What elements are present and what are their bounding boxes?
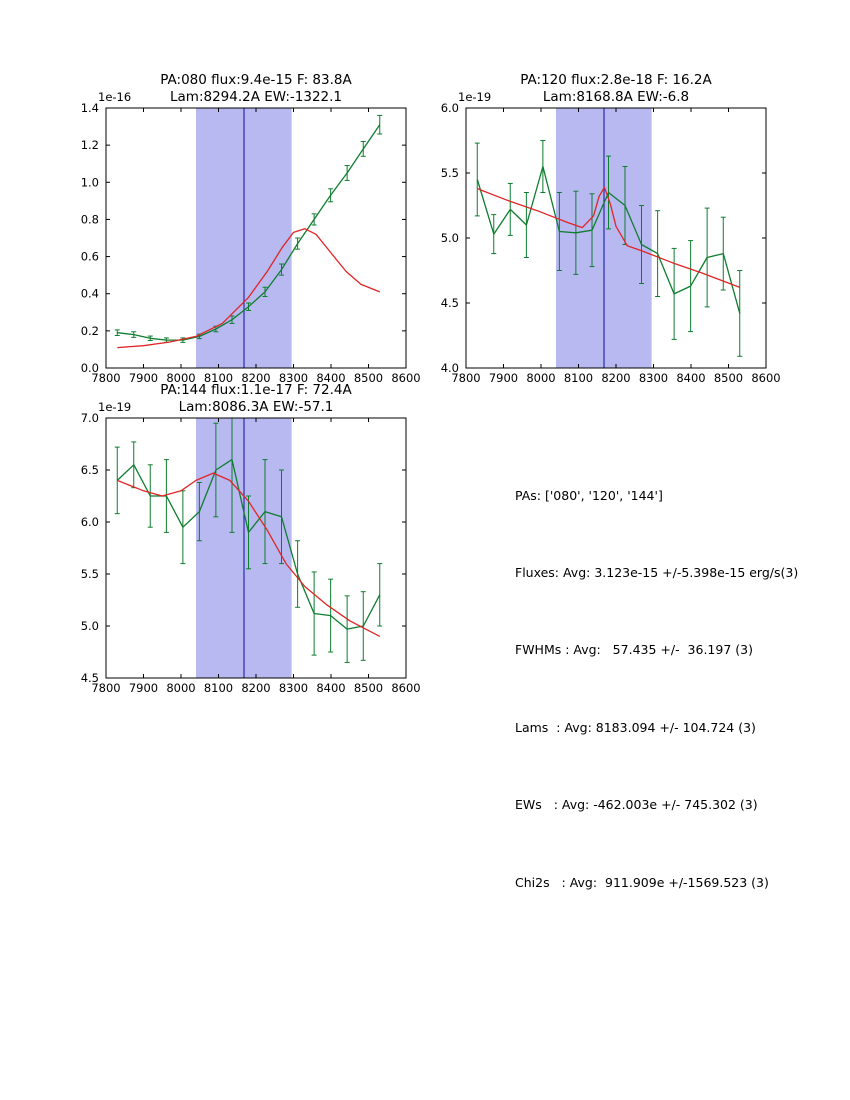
svg-text:8000: 8000 <box>526 371 555 385</box>
figure-pa080: PA:080 flux:9.4e-15 F: 83.8A Lam:8294.2A… <box>56 70 456 406</box>
figure-pa144: PA:144 flux:1.1e-17 F: 72.4A Lam:8086.3A… <box>56 380 456 716</box>
svg-text:1e-19: 1e-19 <box>458 90 491 104</box>
svg-text:8200: 8200 <box>241 681 270 695</box>
svg-text:8300: 8300 <box>639 371 668 385</box>
figure-pa144-title: PA:144 flux:1.1e-17 F: 72.4A Lam:8086.3A… <box>56 382 456 416</box>
svg-text:4.5: 4.5 <box>441 296 459 310</box>
svg-text:7800: 7800 <box>91 371 120 385</box>
stats-line-fwhms: FWHMs : Avg: 57.435 +/- 36.197 (3) <box>515 642 753 658</box>
figure-pa120-title: PA:120 flux:2.8e-18 F: 16.2A Lam:8168.8A… <box>416 72 816 106</box>
svg-text:8200: 8200 <box>241 371 270 385</box>
svg-text:5.0: 5.0 <box>441 231 459 245</box>
figure-pa120-title-line1: PA:120 flux:2.8e-18 F: 16.2A <box>520 72 712 88</box>
svg-text:8200: 8200 <box>601 371 630 385</box>
svg-text:8600: 8600 <box>391 681 420 695</box>
svg-text:7.0: 7.0 <box>81 411 99 425</box>
spectrum-plot-pa120: 7800 7900 8000 8100 8200 8300 8400 8500 8600 4.0 4… <box>441 90 781 385</box>
svg-text:7900: 7900 <box>129 681 158 695</box>
svg-text:8000: 8000 <box>166 681 195 695</box>
svg-text:7900: 7900 <box>489 371 518 385</box>
svg-text:0.6: 0.6 <box>81 250 99 264</box>
stats-line-ews: EWs : Avg: -462.003e +/- 745.302 (3) <box>515 797 758 813</box>
svg-text:8600: 8600 <box>391 371 420 385</box>
svg-text:1e-16: 1e-16 <box>98 90 131 104</box>
svg-text:5.5: 5.5 <box>81 567 99 581</box>
figure-pa144-title-line2: Lam:8086.3A EW:-57.1 <box>178 399 334 415</box>
svg-text:0.4: 0.4 <box>81 287 99 301</box>
svg-text:1.2: 1.2 <box>81 138 99 152</box>
spectrum-plot-pa080: 7800 7900 8000 8100 8200 8300 8400 8500 8600 0.0 0… <box>81 90 421 385</box>
stats-line-fluxes: Fluxes: Avg: 3.123e-15 +/-5.398e-15 erg/… <box>515 564 799 580</box>
stats-line-chi2s: Chi2s : Avg: 911.909e +/-1569.523 (3) <box>515 874 769 890</box>
svg-text:6.0: 6.0 <box>441 101 459 115</box>
svg-text:7800: 7800 <box>91 681 120 695</box>
figure-pa144-title-line1: PA:144 flux:1.1e-17 F: 72.4A <box>160 382 352 398</box>
stats-line-pas: PAs: ['080', '120', '144'] <box>515 487 663 503</box>
svg-text:8600: 8600 <box>751 371 780 385</box>
svg-text:8400: 8400 <box>676 371 705 385</box>
svg-text:8100: 8100 <box>204 681 233 695</box>
svg-text:8100: 8100 <box>564 371 593 385</box>
svg-text:1.0: 1.0 <box>81 175 99 189</box>
svg-text:8100: 8100 <box>204 371 233 385</box>
svg-text:0.0: 0.0 <box>81 361 99 375</box>
svg-text:1e-19: 1e-19 <box>98 400 131 414</box>
figure-pa080-title-line1: PA:080 flux:9.4e-15 F: 83.8A <box>160 72 352 88</box>
svg-text:8500: 8500 <box>354 371 383 385</box>
svg-text:4.5: 4.5 <box>81 671 99 685</box>
svg-text:8300: 8300 <box>279 681 308 695</box>
svg-text:8500: 8500 <box>714 371 743 385</box>
svg-text:8500: 8500 <box>354 681 383 695</box>
spectrum-plot-pa144: 7800 7900 8000 8100 8200 8300 8400 8500 8600 4.5 5… <box>81 400 421 695</box>
figure-pa080-title-line2: Lam:8294.2A EW:-1322.1 <box>170 89 342 105</box>
svg-text:6.0: 6.0 <box>81 515 99 529</box>
stats-line-lams: Lams : Avg: 8183.094 +/- 104.724 (3) <box>515 719 756 735</box>
svg-text:7800: 7800 <box>451 371 480 385</box>
svg-text:8000: 8000 <box>166 371 195 385</box>
figure-pa120-title-line2: Lam:8168.8A EW:-6.8 <box>542 89 690 105</box>
svg-text:5.5: 5.5 <box>441 166 459 180</box>
svg-text:8300: 8300 <box>279 371 308 385</box>
svg-text:0.2: 0.2 <box>81 324 99 338</box>
svg-text:8400: 8400 <box>316 371 345 385</box>
figure-pa080-title: PA:080 flux:9.4e-15 F: 83.8A Lam:8294.2A… <box>56 72 456 106</box>
figure-pa120: PA:120 flux:2.8e-18 F: 16.2A Lam:8168.8A… <box>416 70 816 406</box>
svg-text:8400: 8400 <box>316 681 345 695</box>
svg-text:4.0: 4.0 <box>441 361 459 375</box>
summary-stats: PAs: ['080', '120', '144'] Fluxes: Avg: … <box>515 431 798 921</box>
svg-text:7900: 7900 <box>129 371 158 385</box>
svg-text:5.0: 5.0 <box>81 619 99 633</box>
svg-text:6.5: 6.5 <box>81 463 99 477</box>
svg-text:1.4: 1.4 <box>81 101 99 115</box>
svg-text:0.8: 0.8 <box>81 212 99 226</box>
